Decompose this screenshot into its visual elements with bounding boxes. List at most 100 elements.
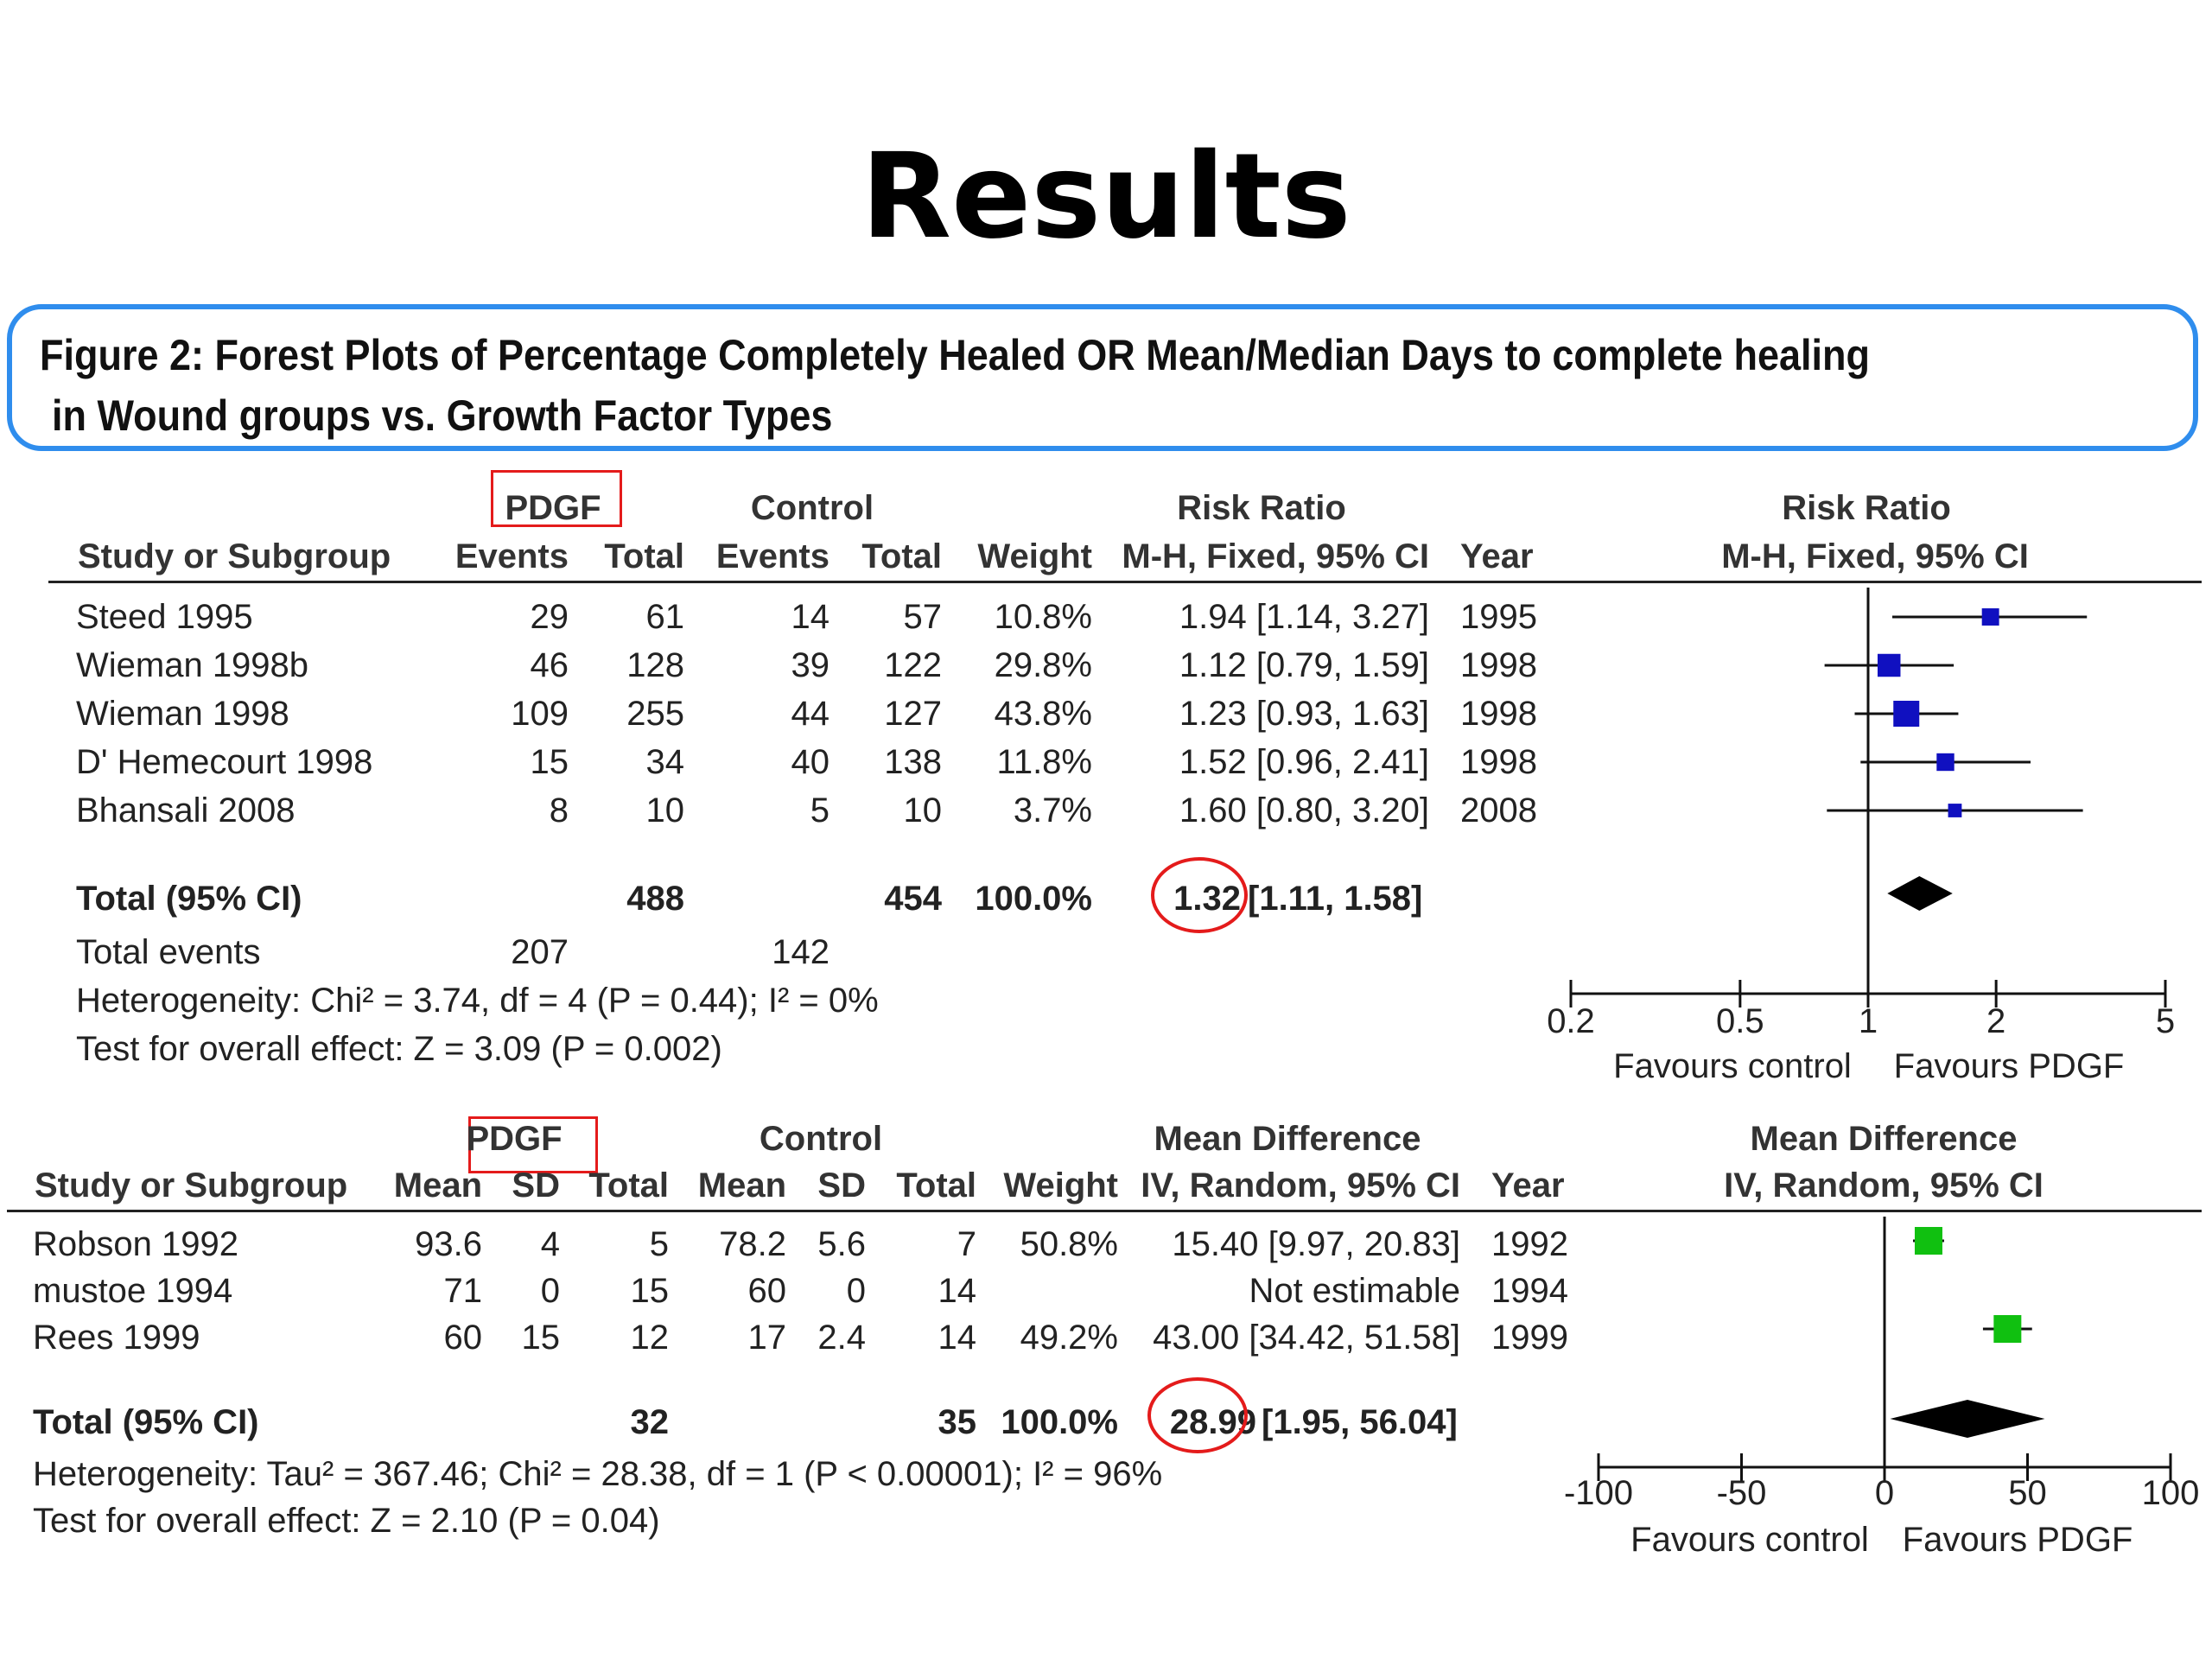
effect-ci: 1.60 [0.80, 3.20] (1179, 791, 1429, 830)
study-name: Wieman 1998b (76, 646, 309, 684)
exp-total: 5 (649, 1225, 669, 1263)
study-estimate-marker (1936, 753, 1955, 772)
total-events-ctl: 142 (772, 933, 830, 971)
year: 1998 (1460, 743, 1537, 781)
ctl-total: 14 (938, 1319, 977, 1357)
weight: 49.2% (1020, 1319, 1118, 1357)
group-header-pdgf: PDGF (466, 1120, 563, 1158)
header-rule (7, 1210, 2202, 1212)
favours-control-label: Favours control (1613, 1047, 1852, 1085)
ctl-events: 39 (791, 646, 830, 684)
overall-effect-text: Test for overall effect: Z = 3.09 (P = 0… (76, 1030, 722, 1068)
axis-tick-label: -50 (1716, 1474, 1767, 1512)
study-estimate-marker (1914, 1227, 1942, 1255)
exp-mean: 60 (443, 1319, 483, 1357)
caption-line-1: Figure 2: Forest Plots of Percentage Com… (40, 331, 1870, 379)
ctl-sd: 5.6 (817, 1225, 866, 1263)
ctl-mean: 17 (747, 1319, 787, 1357)
col-header-year: Year (1491, 1166, 1565, 1205)
total-weight: 100.0% (975, 880, 1092, 918)
total-exp: 32 (630, 1403, 670, 1441)
study-name: D' Hemecourt 1998 (76, 743, 373, 781)
study-estimate-marker (1948, 804, 1962, 817)
ctl-events: 14 (791, 598, 830, 636)
col-header-ctl-mean: Mean (697, 1166, 786, 1205)
ctl-total: 14 (938, 1272, 977, 1310)
effect-ci: 1.94 [1.14, 3.27] (1179, 598, 1429, 636)
effect-ci: 15.40 [9.97, 20.83] (1172, 1225, 1460, 1263)
col-header-exp-events: Events (454, 537, 569, 575)
group-header-effect: Mean Difference (1154, 1120, 1421, 1158)
total-events-exp: 207 (511, 933, 569, 971)
header-rule (48, 581, 2202, 583)
ctl-total: 127 (884, 695, 942, 733)
exp-mean: 71 (443, 1272, 483, 1310)
exp-total: 12 (630, 1319, 670, 1357)
pdgf-highlight-box (468, 1116, 598, 1173)
ctl-total: 138 (884, 743, 942, 781)
favours-pdgf-label: Favours PDGF (1893, 1047, 2125, 1085)
axis-tick-label: 1 (1858, 1002, 1878, 1040)
ctl-events: 44 (791, 695, 830, 733)
study-name: Wieman 1998 (76, 695, 289, 733)
col-header-ctl-sd: SD (817, 1166, 866, 1205)
pooled-diamond (1890, 1400, 2045, 1438)
col-header-exp-total: Total (588, 1166, 669, 1205)
pooled-estimate-highlight-circle (1147, 1377, 1248, 1453)
weight: 29.8% (994, 646, 1092, 684)
col-header-graph: M-H, Fixed, 95% CI (1721, 537, 2029, 575)
caption-line-2: in Wound groups vs. Growth Factor Types (52, 391, 833, 440)
axis-tick-label: -100 (1563, 1474, 1634, 1512)
ctl-total: 122 (884, 646, 942, 684)
study-name: Steed 1995 (76, 598, 253, 636)
group-header-control: Control (750, 489, 874, 527)
ctl-events: 40 (791, 743, 830, 781)
weight: 3.7% (1013, 791, 1092, 830)
col-header-weight: Weight (977, 537, 1092, 575)
total-ctl: 35 (938, 1403, 977, 1441)
total-exp: 488 (626, 880, 684, 918)
col-header-exp-total: Total (604, 537, 684, 575)
weight: 43.8% (994, 695, 1092, 733)
study-estimate-marker (1981, 608, 1999, 626)
col-header-ci: IV, Random, 95% CI (1141, 1166, 1460, 1205)
effect-ci: 1.12 [0.79, 1.59] (1179, 646, 1429, 684)
heterogeneity-text: Heterogeneity: Tau² = 367.46; Chi² = 28.… (33, 1455, 1163, 1493)
col-header-year: Year (1460, 537, 1534, 575)
col-header-study: Study or Subgroup (35, 1166, 348, 1205)
weight: 50.8% (1020, 1225, 1118, 1263)
col-header-ctl-total: Total (861, 537, 942, 575)
pooled-diamond (1887, 876, 1953, 911)
weight: 10.8% (994, 598, 1092, 636)
exp-total: 255 (626, 695, 684, 733)
col-header-ctl-total: Total (896, 1166, 976, 1205)
weight: 11.8% (996, 743, 1092, 781)
year: 1999 (1491, 1319, 1568, 1357)
total-events-label: Total events (76, 933, 261, 971)
exp-total: 128 (626, 646, 684, 684)
axis-tick-label: 2 (1986, 1002, 2006, 1040)
ctl-total: 10 (903, 791, 943, 830)
exp-sd: 15 (521, 1319, 561, 1357)
favours-control-label: Favours control (1630, 1521, 1869, 1559)
exp-total: 61 (645, 598, 685, 636)
total-ci: [1.95, 56.04] (1262, 1403, 1458, 1441)
heterogeneity-text: Heterogeneity: Chi² = 3.74, df = 4 (P = … (76, 982, 879, 1020)
slide-title: Results (861, 129, 1351, 265)
favours-pdgf-label: Favours PDGF (1902, 1521, 2133, 1559)
col-header-exp-sd: SD (512, 1166, 560, 1205)
col-header-exp-mean: Mean (393, 1166, 482, 1205)
exp-events: 8 (549, 791, 569, 830)
study-name: mustoe 1994 (33, 1272, 233, 1310)
exp-events: 46 (530, 646, 569, 684)
exp-sd: 0 (540, 1272, 560, 1310)
year: 2008 (1460, 791, 1537, 830)
study-name: Bhansali 2008 (76, 791, 296, 830)
pooled-estimate-highlight-circle (1151, 857, 1248, 933)
group-header-control: Control (759, 1120, 883, 1158)
axis-tick-label: 0.2 (1547, 1002, 1595, 1040)
exp-mean: 93.6 (415, 1225, 482, 1263)
col-header-study: Study or Subgroup (78, 537, 391, 575)
year: 1998 (1460, 646, 1537, 684)
group-header-pdgf: PDGF (505, 489, 601, 527)
